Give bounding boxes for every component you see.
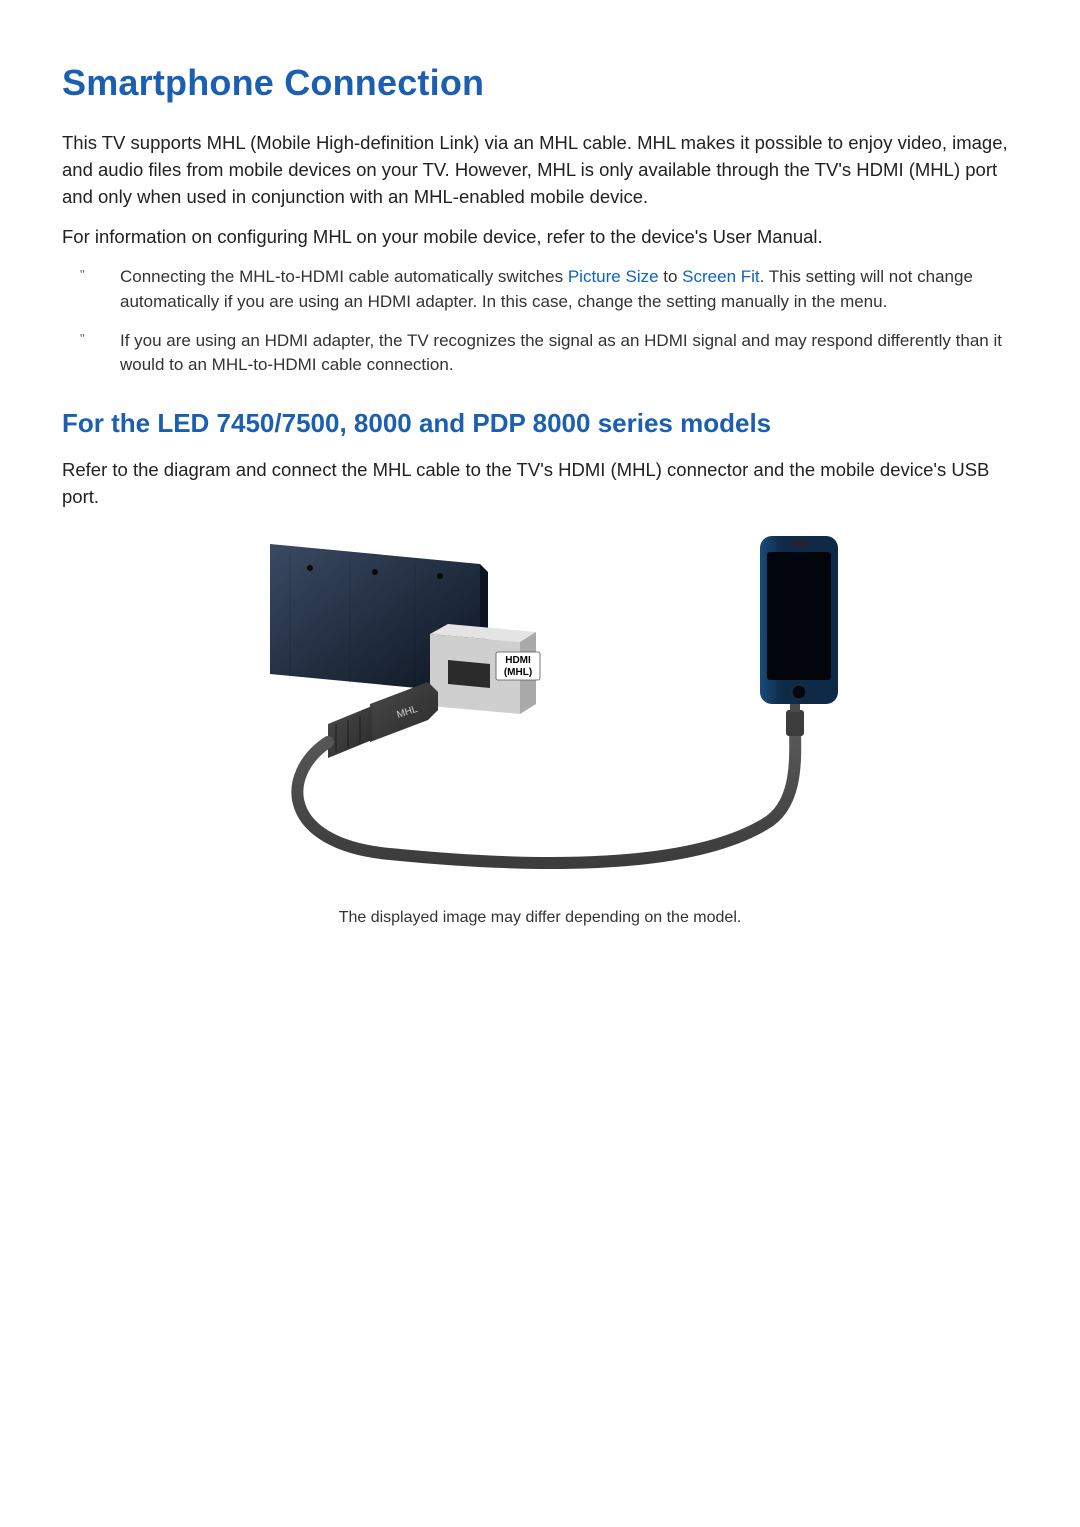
- diagram-caption: The displayed image may differ depending…: [62, 909, 1018, 927]
- section-subheading: For the LED 7450/7500, 8000 and PDP 8000…: [62, 408, 1018, 439]
- note1-seg-b: to: [659, 267, 683, 286]
- mhl-cable-icon: [297, 724, 795, 863]
- note-item: " If you are using an HDMI adapter, the …: [62, 329, 1018, 378]
- svg-rect: [767, 552, 831, 680]
- hdmi-port-box-icon: HDMI (MHL): [430, 624, 540, 714]
- paragraph-intro-1: This TV supports MHL (Mobile High-defini…: [62, 130, 1018, 210]
- svg-poly: [448, 660, 490, 688]
- page-title: Smartphone Connection: [62, 62, 1018, 104]
- note-text: If you are using an HDMI adapter, the TV…: [120, 329, 1018, 378]
- note1-highlight-1: Picture Size: [568, 267, 659, 286]
- paragraph-diagram-intro: Refer to the diagram and connect the MHL…: [62, 457, 1018, 511]
- paragraph-intro-2: For information on configuring MHL on yo…: [62, 224, 1018, 251]
- mhl-connection-diagram: HDMI (MHL) MHL: [220, 524, 860, 884]
- smartphone-icon: [760, 536, 838, 704]
- port-label-line2: (MHL): [504, 667, 532, 678]
- note-marker-icon: ": [62, 265, 120, 282]
- note-text: Connecting the MHL-to-HDMI cable automat…: [120, 265, 1018, 314]
- note-marker-icon: ": [62, 329, 120, 346]
- diagram-container: HDMI (MHL) MHL: [62, 524, 1018, 927]
- note1-highlight-2: Screen Fit: [682, 267, 759, 286]
- port-label-line1: HDMI: [505, 655, 531, 666]
- svg-rect: [786, 710, 804, 736]
- microusb-plug-icon: [786, 702, 804, 736]
- hdmi-plug-icon: MHL: [328, 682, 438, 758]
- note1-seg-a: Connecting the MHL-to-HDMI cable automat…: [120, 267, 568, 286]
- document-page: Smartphone Connection This TV supports M…: [0, 0, 1080, 927]
- note-item: " Connecting the MHL-to-HDMI cable autom…: [62, 265, 1018, 314]
- notes-list: " Connecting the MHL-to-HDMI cable autom…: [62, 265, 1018, 378]
